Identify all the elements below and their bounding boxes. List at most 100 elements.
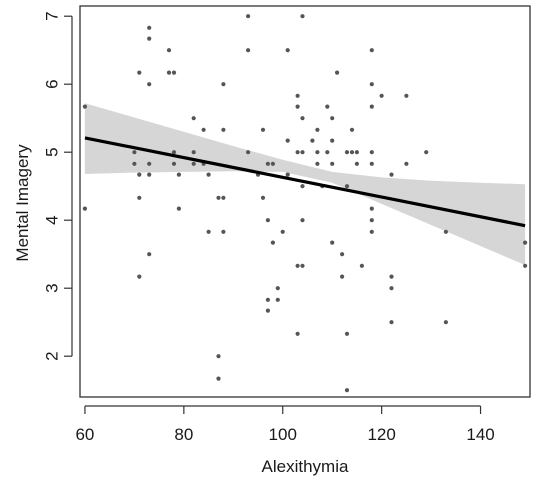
confidence-band-layer (84, 103, 526, 266)
data-point (295, 263, 300, 268)
data-point (389, 286, 394, 291)
data-point (369, 218, 374, 223)
data-point (443, 320, 448, 325)
confidence-band (84, 103, 526, 266)
data-point (389, 274, 394, 279)
data-point (344, 184, 350, 189)
data-point (349, 150, 355, 155)
x-tick-label: 60 (75, 425, 94, 444)
data-point (523, 263, 528, 268)
data-point (344, 388, 350, 393)
data-point (260, 195, 266, 200)
data-point (300, 150, 305, 155)
data-point (265, 297, 270, 302)
data-point (137, 70, 142, 75)
data-point (424, 150, 429, 155)
data-point (137, 172, 142, 177)
y-tick-label: 4 (43, 215, 62, 224)
data-point (191, 161, 196, 166)
regression-line (84, 136, 526, 228)
data-point (280, 229, 285, 234)
data-point (246, 14, 251, 19)
data-point (295, 93, 300, 98)
data-point (443, 229, 448, 234)
data-point (300, 263, 305, 268)
data-point (330, 240, 335, 245)
data-point (369, 104, 374, 109)
x-tick-label: 80 (174, 425, 193, 444)
data-point (369, 206, 374, 211)
data-point (137, 274, 142, 279)
data-point (285, 138, 290, 143)
data-point (315, 127, 320, 132)
data-point (265, 308, 270, 313)
data-point (295, 150, 300, 155)
data-point (404, 93, 409, 98)
data-point (379, 93, 384, 98)
data-point (171, 70, 177, 75)
data-point (344, 331, 350, 336)
data-point (171, 150, 177, 155)
data-point (270, 161, 275, 166)
plot-frame (79, 5, 531, 398)
data-point (285, 172, 290, 177)
data-point (389, 172, 394, 177)
data-point (137, 195, 142, 200)
data-point (354, 150, 359, 155)
data-point (300, 116, 305, 121)
data-point (265, 218, 270, 223)
data-points-layer (82, 14, 528, 393)
y-tick-label: 3 (43, 283, 62, 292)
data-point (300, 184, 305, 189)
data-point (171, 161, 177, 166)
data-point (147, 82, 152, 87)
data-point (166, 48, 172, 53)
data-point (285, 48, 290, 53)
x-tick-label: 120 (367, 425, 395, 444)
y-tick-label: 5 (43, 147, 62, 156)
data-point (265, 161, 270, 166)
data-point (206, 229, 211, 234)
y-axis-label: Mental Imagery (13, 144, 32, 262)
data-point (221, 195, 226, 200)
data-point (310, 138, 315, 143)
data-point (369, 82, 374, 87)
data-point (201, 127, 206, 132)
data-point (404, 161, 409, 166)
data-point (246, 150, 251, 155)
data-point (300, 14, 305, 19)
data-point (82, 104, 87, 109)
data-point (275, 297, 280, 302)
data-point (295, 104, 300, 109)
data-point (340, 274, 345, 279)
x-tick-label: 100 (269, 425, 297, 444)
data-point (147, 172, 152, 177)
data-point (359, 263, 364, 268)
data-point (330, 138, 335, 143)
data-point (369, 150, 374, 155)
data-point (221, 82, 226, 87)
data-point (330, 161, 335, 166)
data-point (315, 161, 320, 166)
y-tick-label: 7 (43, 11, 62, 20)
data-point (216, 195, 221, 200)
data-point (340, 252, 345, 257)
data-point (330, 116, 335, 121)
data-point (246, 48, 251, 53)
data-point (389, 320, 394, 325)
data-point (523, 240, 528, 245)
data-point (132, 150, 137, 155)
data-point (354, 161, 359, 166)
data-point (270, 240, 275, 245)
data-point (315, 150, 320, 155)
data-point (221, 229, 226, 234)
data-point (335, 70, 340, 75)
data-point (369, 161, 374, 166)
data-point (147, 161, 152, 166)
regression-line-layer (84, 136, 526, 228)
data-point (295, 331, 300, 336)
data-point (349, 127, 355, 132)
y-tick-label: 2 (43, 351, 62, 360)
data-point (325, 150, 330, 155)
